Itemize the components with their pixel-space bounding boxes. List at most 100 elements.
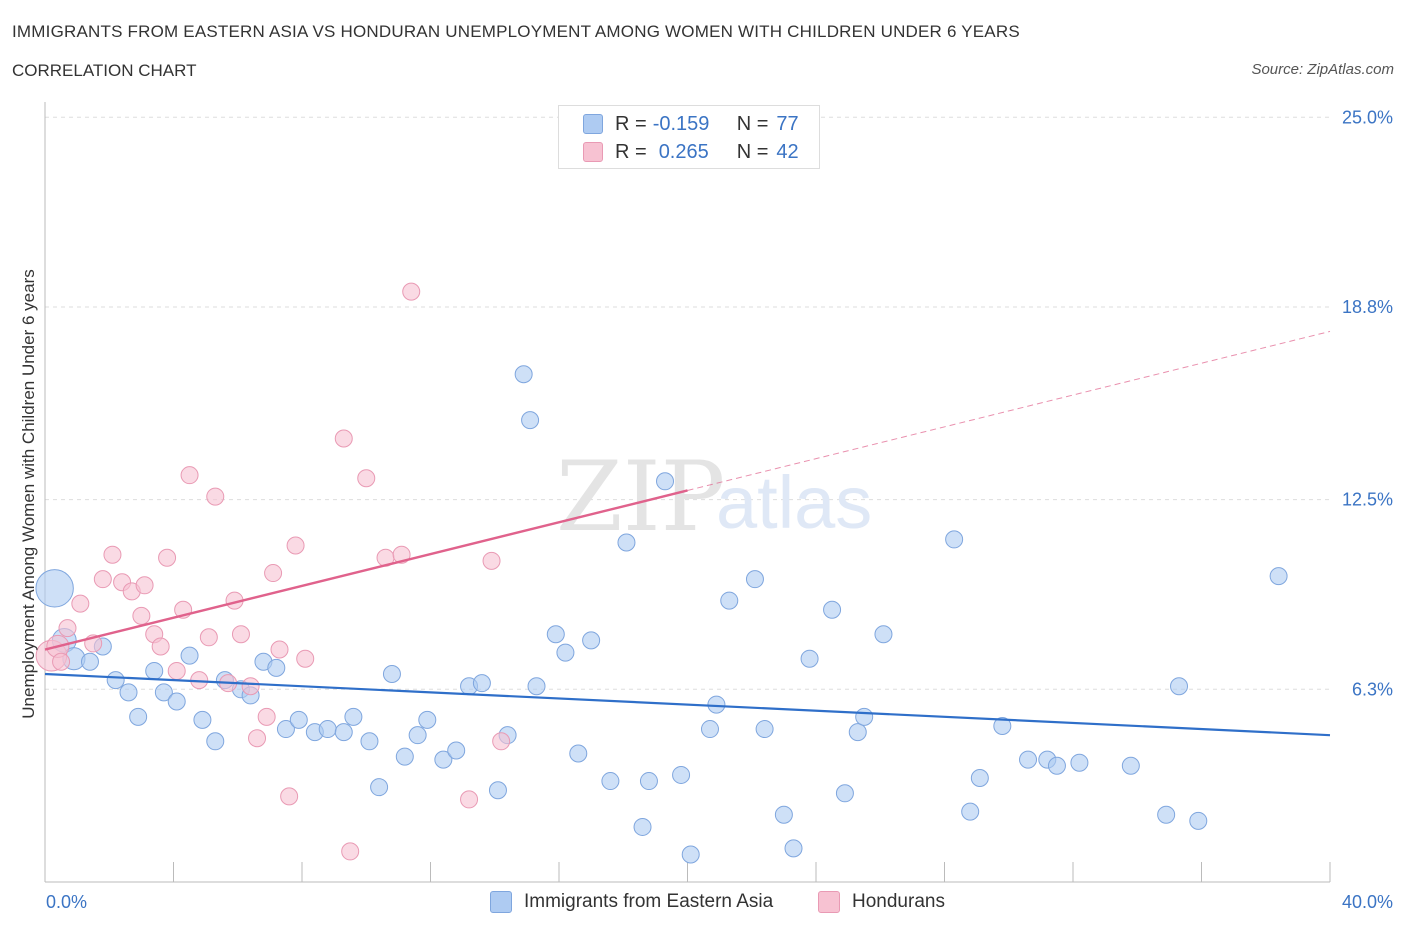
blue-point [1121,756,1140,775]
blue-point [145,661,164,680]
blue-point [556,643,575,662]
blue-point [334,723,353,742]
blue-point [1189,811,1208,830]
blue-point [129,707,148,726]
bottom-legend-swatch-blue [490,891,512,913]
blue-point [434,750,453,769]
blue-point [488,781,507,800]
bottom-legend-label-blue: Immigrants from Eastern Asia [524,891,774,912]
blue-point [35,569,74,608]
legend-r-value-blue: -0.159 [652,112,710,135]
bottom-legend-label-pink: Hondurans [852,891,945,912]
blue-point [848,723,867,742]
blue-point [167,692,186,711]
pink-point [158,548,177,567]
data-points [35,132,1288,864]
blue-point [289,710,308,729]
bottom-legend-swatch-pink [818,891,840,913]
pink-point [357,469,376,488]
legend-r-label: R = [615,140,647,163]
watermark-atlas: atlas [716,461,872,544]
blue-point [1047,756,1066,775]
legend-r-value-pink: 0.265 [658,140,709,163]
blue-point [180,646,199,665]
blue-point [855,707,874,726]
blue-point [656,472,675,491]
x-tick-label: 0.0% [46,892,87,912]
blue-point [1157,805,1176,824]
y-tick-label: 25.0% [1342,107,1393,127]
blue-point [1070,753,1089,772]
pink-point [402,282,421,301]
axes [44,102,1331,883]
blue-point [745,570,764,589]
blue-point [1019,750,1038,769]
blue-point [408,726,427,745]
pink-point [71,594,90,613]
pink-point [151,637,170,656]
blue-point [970,769,989,787]
pink-point [341,842,360,861]
blue-point [601,772,620,791]
pink-point [248,729,267,748]
bottom-legend-pink: Hondurans [818,888,945,916]
y-tick-labels: 6.3% 12.5% 18.8% 25.0% [1342,107,1393,699]
legend-n-label: N = [736,140,769,163]
blue-point [514,365,533,384]
pink-point [231,625,250,644]
pink-point [93,570,112,589]
correlation-legend: R = -0.159 N = 77 R = 0.265 N = 42 [558,105,820,169]
blue-point [961,802,980,821]
blue-point [360,732,379,751]
y-tick-label: 18.8% [1342,297,1393,317]
legend-n-value-pink: 42 [776,140,799,163]
y-axis-label: Unemployment Among Women with Children U… [19,269,38,718]
blue-point [106,671,125,690]
pink-point [52,652,71,671]
blue-point [206,732,225,751]
blue-trend-line [44,672,1331,737]
pink-point [264,564,283,583]
blue-point [318,720,337,739]
blue-point [672,765,691,784]
legend-swatch-blue [583,114,603,134]
blue-point [370,778,389,797]
x-tick-labels: 0.0% 40.0% [46,892,1393,912]
legend-row-blue: R = -0.159 N = 77 [583,110,799,138]
blue-point [774,805,793,824]
bottom-legend-blue: Immigrants from Eastern Asia [490,888,773,916]
blue-point [447,741,466,760]
blue-point [154,683,173,702]
y-tick-label: 6.3% [1352,679,1393,699]
pink-point [241,677,260,696]
pink-point [280,787,299,806]
blue-point [945,530,964,549]
blue-point [681,845,700,864]
blue-point [276,720,295,739]
source-note: Source: ZipAtlas.com [1251,61,1394,78]
blue-point [639,772,658,791]
blue-point [569,744,588,763]
pink-point [167,661,186,680]
blue-point [835,784,854,803]
trend-lines [44,330,1331,737]
pink-point [206,487,225,506]
pink-point [180,466,199,485]
blue-point [823,600,842,619]
blue-point [633,817,652,836]
x-tick-label: 40.0% [1342,892,1393,912]
blue-point [582,631,601,650]
blue-point [993,717,1012,735]
pink-point [270,640,289,659]
blue-point [720,591,739,610]
pink-point [392,545,411,564]
legend-r-label: R = [615,112,647,135]
pink-point [135,576,154,595]
legend-n-label: N = [736,112,769,135]
blue-point [267,658,286,677]
legend-row-pink: R = 0.265 N = 42 [583,138,799,166]
blue-point [755,720,774,739]
chart-subtitle: CORRELATION CHART [12,61,197,80]
pink-point [103,545,122,564]
